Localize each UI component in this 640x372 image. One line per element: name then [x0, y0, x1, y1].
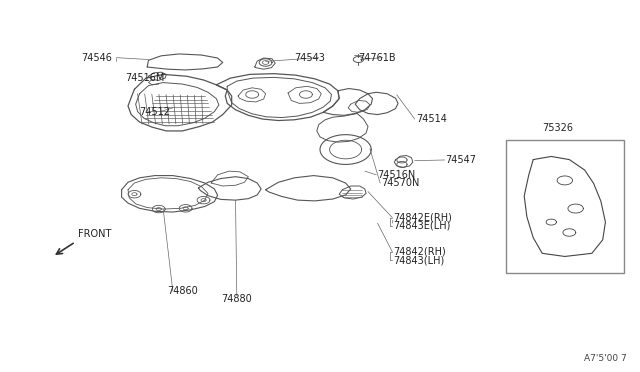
Text: 74860: 74860 — [167, 286, 198, 296]
Text: 74543: 74543 — [294, 53, 325, 62]
Text: 75326: 75326 — [543, 124, 573, 133]
Bar — [506, 140, 624, 273]
Text: A7'5'00 7: A7'5'00 7 — [584, 354, 627, 363]
Text: 74547: 74547 — [445, 155, 476, 165]
Text: 74761B: 74761B — [358, 53, 396, 62]
Text: 74512: 74512 — [140, 107, 170, 116]
Text: 74516M: 74516M — [125, 73, 164, 83]
Text: FRONT: FRONT — [78, 230, 111, 239]
Text: 74570N: 74570N — [381, 178, 420, 188]
Text: 74842E(RH): 74842E(RH) — [394, 213, 452, 222]
Text: 74880: 74880 — [221, 295, 252, 304]
Text: 74842(RH): 74842(RH) — [394, 247, 446, 257]
Text: 74514: 74514 — [416, 114, 447, 124]
Text: 74843E(LH): 74843E(LH) — [394, 221, 451, 231]
Text: 74546: 74546 — [81, 53, 112, 62]
Text: 74843(LH): 74843(LH) — [394, 255, 445, 265]
Text: 74516N: 74516N — [378, 170, 416, 180]
